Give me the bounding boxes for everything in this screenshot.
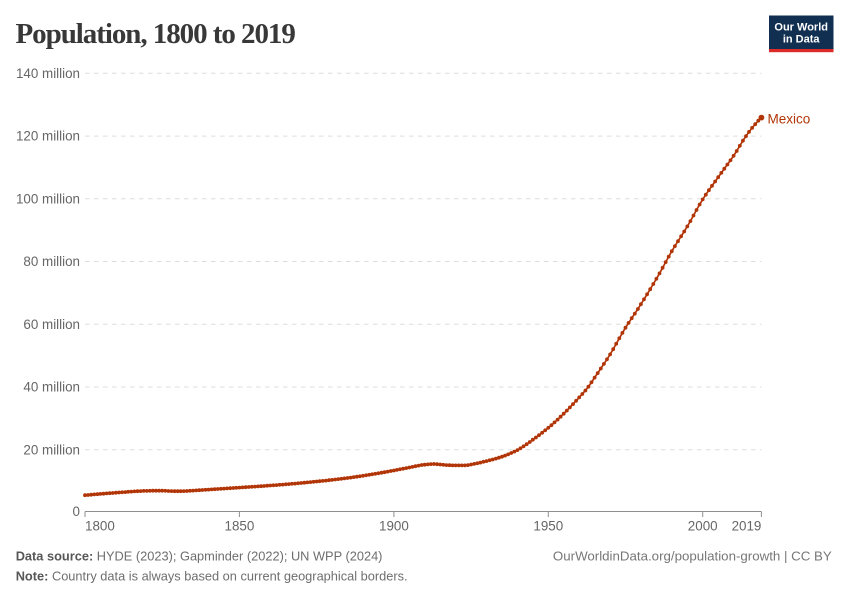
svg-text:OurWorldinData.org/population-: OurWorldinData.org/population-growth | C… [553,549,832,564]
svg-text:140 million: 140 million [16,66,80,81]
svg-text:60 million: 60 million [23,317,80,332]
svg-text:Data source: HYDE (2023); Gapm: Data source: HYDE (2023); Gapminder (202… [16,549,383,564]
svg-text:2019: 2019 [732,518,762,533]
svg-text:Population, 1800 to 2019: Population, 1800 to 2019 [16,18,296,50]
svg-text:Our World: Our World [774,22,828,34]
svg-text:1900: 1900 [379,518,409,533]
svg-text:2000: 2000 [688,518,718,533]
svg-text:1850: 1850 [225,518,255,533]
svg-text:20 million: 20 million [23,442,80,457]
svg-text:80 million: 80 million [23,254,80,269]
svg-text:0: 0 [73,504,80,519]
svg-text:100 million: 100 million [16,191,80,206]
svg-text:1800: 1800 [85,518,115,533]
svg-text:Mexico: Mexico [768,111,811,126]
svg-text:120 million: 120 million [16,129,80,144]
svg-text:40 million: 40 million [23,380,80,395]
svg-text:in Data: in Data [783,33,821,45]
svg-text:1950: 1950 [533,518,563,533]
svg-text:Note: Country data is always b: Note: Country data is always based on cu… [16,569,408,584]
